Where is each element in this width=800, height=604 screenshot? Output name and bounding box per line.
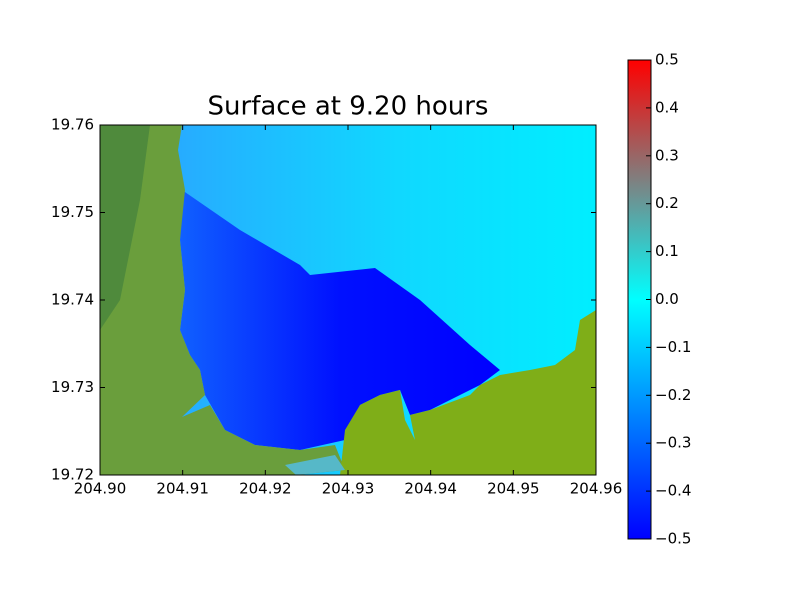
colorbar-tick-label: −0.4 — [655, 482, 691, 500]
colorbar-tick-label: 0.3 — [655, 146, 679, 164]
x-tick-label: 204.95 — [487, 480, 540, 498]
colorbar-tick-label: −0.5 — [655, 530, 691, 548]
y-tick-label: 19.72 — [51, 466, 94, 484]
y-tick-label: 19.76 — [51, 116, 94, 134]
colorbar-tick-label: −0.2 — [655, 386, 691, 404]
colorbar-tick-label: 0.4 — [655, 98, 679, 116]
colorbar-tick-label: 0.2 — [655, 194, 679, 212]
colorbar-tick-label: 0.1 — [655, 242, 679, 260]
chart-title: Surface at 9.20 hours — [208, 92, 489, 122]
colorbar-tick-label: −0.1 — [655, 338, 691, 356]
x-tick-label: 204.91 — [156, 480, 209, 498]
x-tick-label: 204.90 — [74, 480, 127, 498]
x-tick-label: 204.93 — [322, 480, 375, 498]
x-tick-label: 204.94 — [404, 480, 457, 498]
x-tick-label: 204.92 — [239, 480, 292, 498]
colorbar-tick-label: −0.3 — [655, 434, 691, 452]
y-tick-label: 19.75 — [51, 203, 94, 221]
y-tick-label: 19.74 — [51, 291, 94, 309]
colorbar-tick-label: 0.0 — [655, 290, 679, 308]
map-field — [100, 125, 596, 475]
y-tick-label: 19.73 — [51, 378, 94, 396]
colorbar-tick-label: 0.5 — [655, 51, 679, 69]
x-tick-label: 204.96 — [570, 480, 623, 498]
